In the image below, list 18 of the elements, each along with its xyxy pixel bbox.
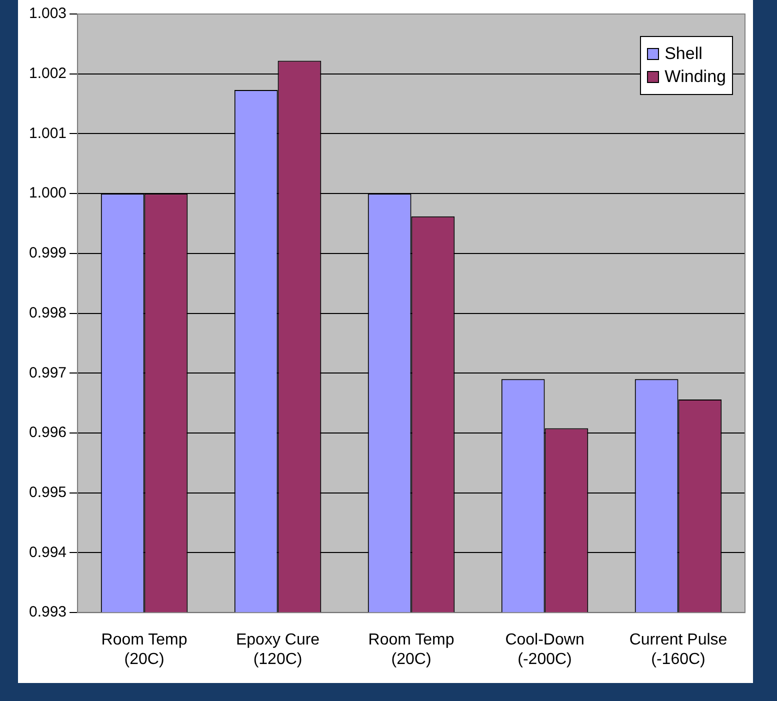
y-tick-label: 0.998 <box>28 304 67 322</box>
y-tick-label: 1.003 <box>28 5 67 22</box>
y-tick-label: 1.000 <box>28 184 67 202</box>
y-tick-label: 0.993 <box>28 604 67 621</box>
y-tick-label: 1.002 <box>28 65 67 82</box>
y-tick-label: 0.996 <box>28 424 67 442</box>
y-tick-label: 0.995 <box>28 484 67 502</box>
legend-label: Winding <box>664 67 726 87</box>
x-tick-label: Room Temp (20C) <box>101 632 188 668</box>
x-tick-label: Cool-Down (-200C) <box>505 632 584 668</box>
x-tick-label: Room Temp (20C) <box>368 632 454 668</box>
y-tick-label: 1.001 <box>28 124 67 142</box>
y-tick-label: 0.994 <box>28 544 67 561</box>
legend-label: Shell <box>664 44 702 64</box>
x-tick-label: Epoxy Cure (120C) <box>236 632 320 668</box>
y-tick-label: 0.997 <box>28 364 67 382</box>
y-tick-label: 0.999 <box>28 244 67 262</box>
x-tick-label: Current Pulse (-160C) <box>629 632 728 668</box>
